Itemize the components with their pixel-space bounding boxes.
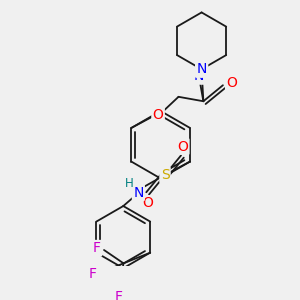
Text: O: O [153, 108, 164, 122]
Text: F: F [93, 241, 101, 255]
Text: F: F [115, 290, 123, 300]
Text: O: O [226, 76, 237, 91]
Text: H: H [125, 177, 134, 190]
Text: N: N [194, 69, 204, 83]
Text: O: O [142, 196, 153, 210]
Text: N: N [133, 186, 144, 200]
Text: N: N [196, 62, 207, 76]
Text: O: O [177, 140, 188, 154]
Text: F: F [88, 267, 97, 281]
Text: N: N [196, 62, 207, 76]
Text: S: S [160, 168, 169, 182]
